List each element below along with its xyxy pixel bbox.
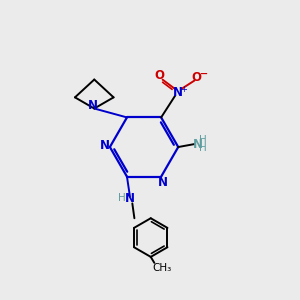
Text: H: H: [199, 136, 206, 146]
Text: H: H: [118, 193, 125, 203]
Text: −: −: [200, 68, 208, 78]
Text: N: N: [100, 139, 110, 152]
Text: O: O: [155, 69, 165, 82]
Text: O: O: [192, 71, 202, 84]
Text: N: N: [88, 99, 98, 112]
Text: N: N: [125, 192, 135, 205]
Text: N: N: [193, 138, 202, 151]
Text: CH₃: CH₃: [152, 263, 172, 273]
Text: N: N: [172, 86, 182, 99]
Text: H: H: [199, 142, 206, 153]
Text: N: N: [158, 176, 168, 189]
Text: +: +: [180, 85, 187, 94]
